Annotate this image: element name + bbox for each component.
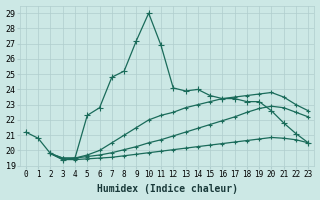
- X-axis label: Humidex (Indice chaleur): Humidex (Indice chaleur): [97, 184, 237, 194]
